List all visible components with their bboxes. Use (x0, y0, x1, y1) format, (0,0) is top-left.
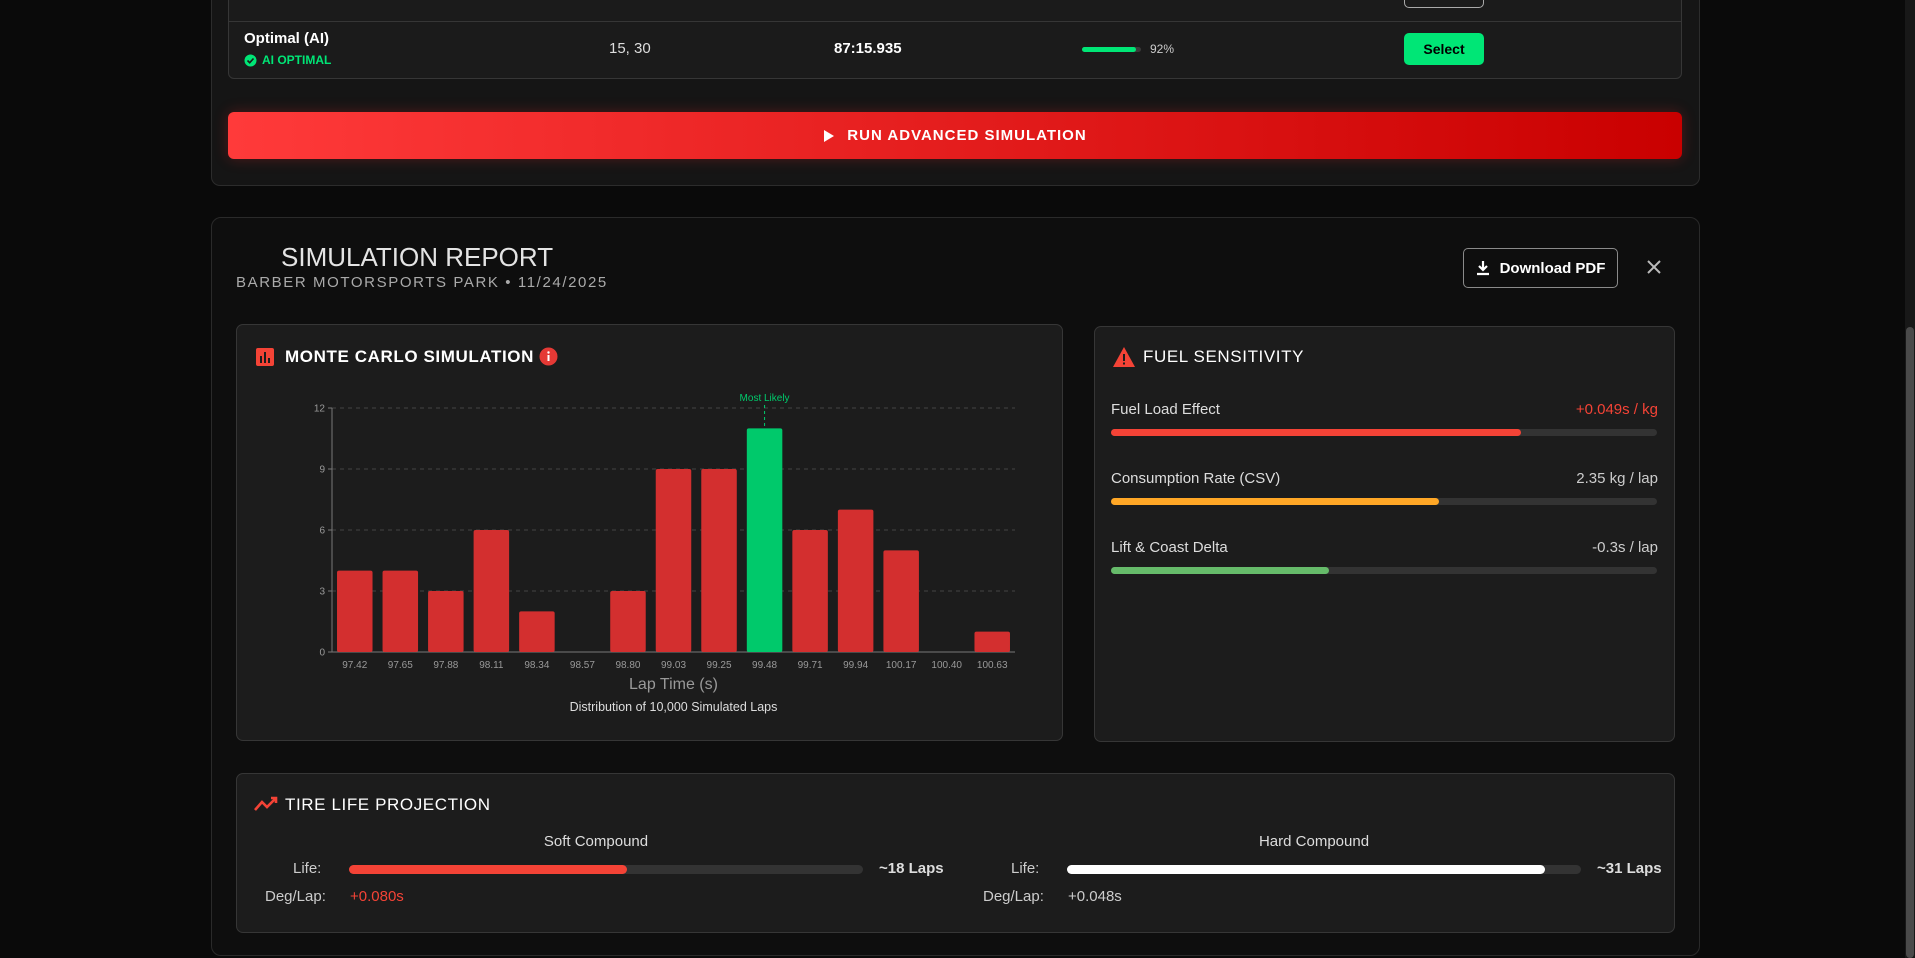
x-tick-label: 99.03 (661, 660, 686, 671)
download-icon (1476, 261, 1489, 276)
row-divider (229, 21, 1681, 22)
deg-value: +0.080s (350, 888, 404, 905)
x-tick-label: 97.42 (342, 660, 367, 671)
histogram: 0 3 6 9 12 97.42 97.65 97.88 98.11 98.34 98.57 98.8… (314, 393, 1015, 714)
fuel-label: Fuel Load Effect (1111, 401, 1220, 418)
y-tick-label: 6 (319, 526, 325, 537)
y-tick-label: 12 (314, 404, 326, 415)
life-label: Life: (1011, 860, 1040, 877)
annotation: Most Likely (740, 393, 790, 404)
y-tick-label: 3 (319, 587, 325, 598)
monte-carlo-card: MONTE CARLO SIMULATION 0 3 6 9 12 97.42 97.65 9… (236, 324, 1063, 741)
life-bar (349, 865, 627, 874)
compound-name: Hard Compound (1258, 833, 1370, 850)
x-tick-label: 98.80 (615, 660, 640, 671)
x-tick-label: 98.11 (479, 660, 504, 671)
fuel-track (1111, 567, 1657, 574)
bar (655, 469, 692, 652)
badge-label: AI OPTIMAL (262, 53, 332, 67)
download-button[interactable]: Download PDF (1463, 248, 1618, 288)
deg-value: +0.048s (1068, 888, 1122, 905)
x-tick-label: 99.25 (707, 660, 732, 671)
check-icon (244, 54, 257, 66)
deg-label: Deg/Lap: (265, 888, 326, 905)
confidence-bar (1082, 47, 1137, 52)
fuel-value: 2.35 kg / lap (1576, 470, 1658, 487)
fuel-bar (1111, 429, 1521, 436)
run-label: RUN ADVANCED SIMULATION (847, 127, 1087, 144)
x-tick-label: 99.71 (798, 660, 823, 671)
select-button[interactable]: Select (1404, 33, 1484, 65)
x-tick-label: 100.40 (931, 660, 962, 671)
bar (746, 428, 783, 652)
life-value: ~18 Laps (879, 860, 944, 877)
download-label: Download PDF (1499, 259, 1606, 277)
fuel-label: Lift & Coast Delta (1111, 539, 1228, 556)
tire-card: TIRE LIFE PROJECTION Soft Compound Life: ~… (236, 773, 1675, 933)
x-tick-label: 99.94 (843, 660, 868, 671)
report-title: SIMULATION REPORT (281, 242, 554, 272)
life-value: ~31 Laps (1597, 860, 1662, 877)
x-tick-label: 99.48 (752, 660, 777, 671)
close-button[interactable] (1645, 258, 1663, 276)
fuel-bar (1111, 498, 1439, 505)
bar (337, 570, 373, 652)
chart-icon (256, 348, 274, 366)
warning-icon (1113, 347, 1135, 367)
select-button[interactable]: Select (1404, 0, 1484, 8)
run-button[interactable]: RUN ADVANCED SIMULATION (228, 112, 1682, 159)
x-tick-label: 98.57 (570, 660, 595, 671)
confidence-label: 92% (1150, 42, 1175, 56)
fuel-card: FUEL SENSITIVITY Fuel Load Effect +0.049s… (1094, 326, 1675, 742)
x-tick-label: 98.34 (524, 660, 549, 671)
bar (974, 631, 1010, 652)
life-label: Life: (293, 860, 322, 877)
x-tick-label: 100.63 (977, 660, 1008, 671)
strategy-badge: AI OPTIMAL (244, 53, 331, 67)
bar (792, 530, 828, 652)
strategy-time: 87:15.935 (834, 40, 902, 57)
fuel-title: FUEL SENSITIVITY (1143, 347, 1305, 366)
bar (519, 611, 555, 652)
bar (837, 509, 874, 652)
life-bar (1067, 865, 1546, 874)
fuel-value: +0.049s / kg (1575, 401, 1658, 418)
y-tick-label: 0 (319, 648, 325, 659)
monte-carlo-title: MONTE CARLO SIMULATION (285, 347, 534, 366)
compound-name: Soft Compound (543, 833, 649, 850)
x-tick-label: 97.88 (433, 660, 458, 671)
report-subtitle: BARBER MOTORSPORTS PARK • 11/24/2025 (236, 274, 608, 291)
x-tick-label: 100.17 (886, 660, 917, 671)
trend-icon (254, 796, 278, 811)
fuel-value: -0.3s / lap (1592, 539, 1658, 556)
strategy-stops: 15, 30 (609, 40, 651, 57)
x-axis-label: Lap Time (s) (629, 676, 718, 693)
bar (610, 591, 646, 652)
chart-caption: Distribution of 10,000 Simulated Laps (570, 700, 778, 714)
bar (701, 469, 737, 652)
deg-label: Deg/Lap: (983, 888, 1044, 905)
tire-title: TIRE LIFE PROJECTION (285, 795, 491, 814)
play-icon (824, 129, 835, 142)
strategy-name: Optimal (AI) (244, 30, 329, 47)
fuel-label: Consumption Rate (CSV) (1111, 470, 1281, 487)
bar (382, 570, 419, 652)
x-tick-label: 97.65 (388, 660, 413, 671)
bar (428, 591, 464, 652)
scrollbar-thumb[interactable] (1906, 327, 1914, 958)
info-icon[interactable] (539, 347, 558, 366)
fuel-bar (1111, 567, 1330, 574)
bar (883, 550, 919, 652)
bar (473, 530, 510, 652)
y-tick-label: 9 (319, 465, 325, 476)
